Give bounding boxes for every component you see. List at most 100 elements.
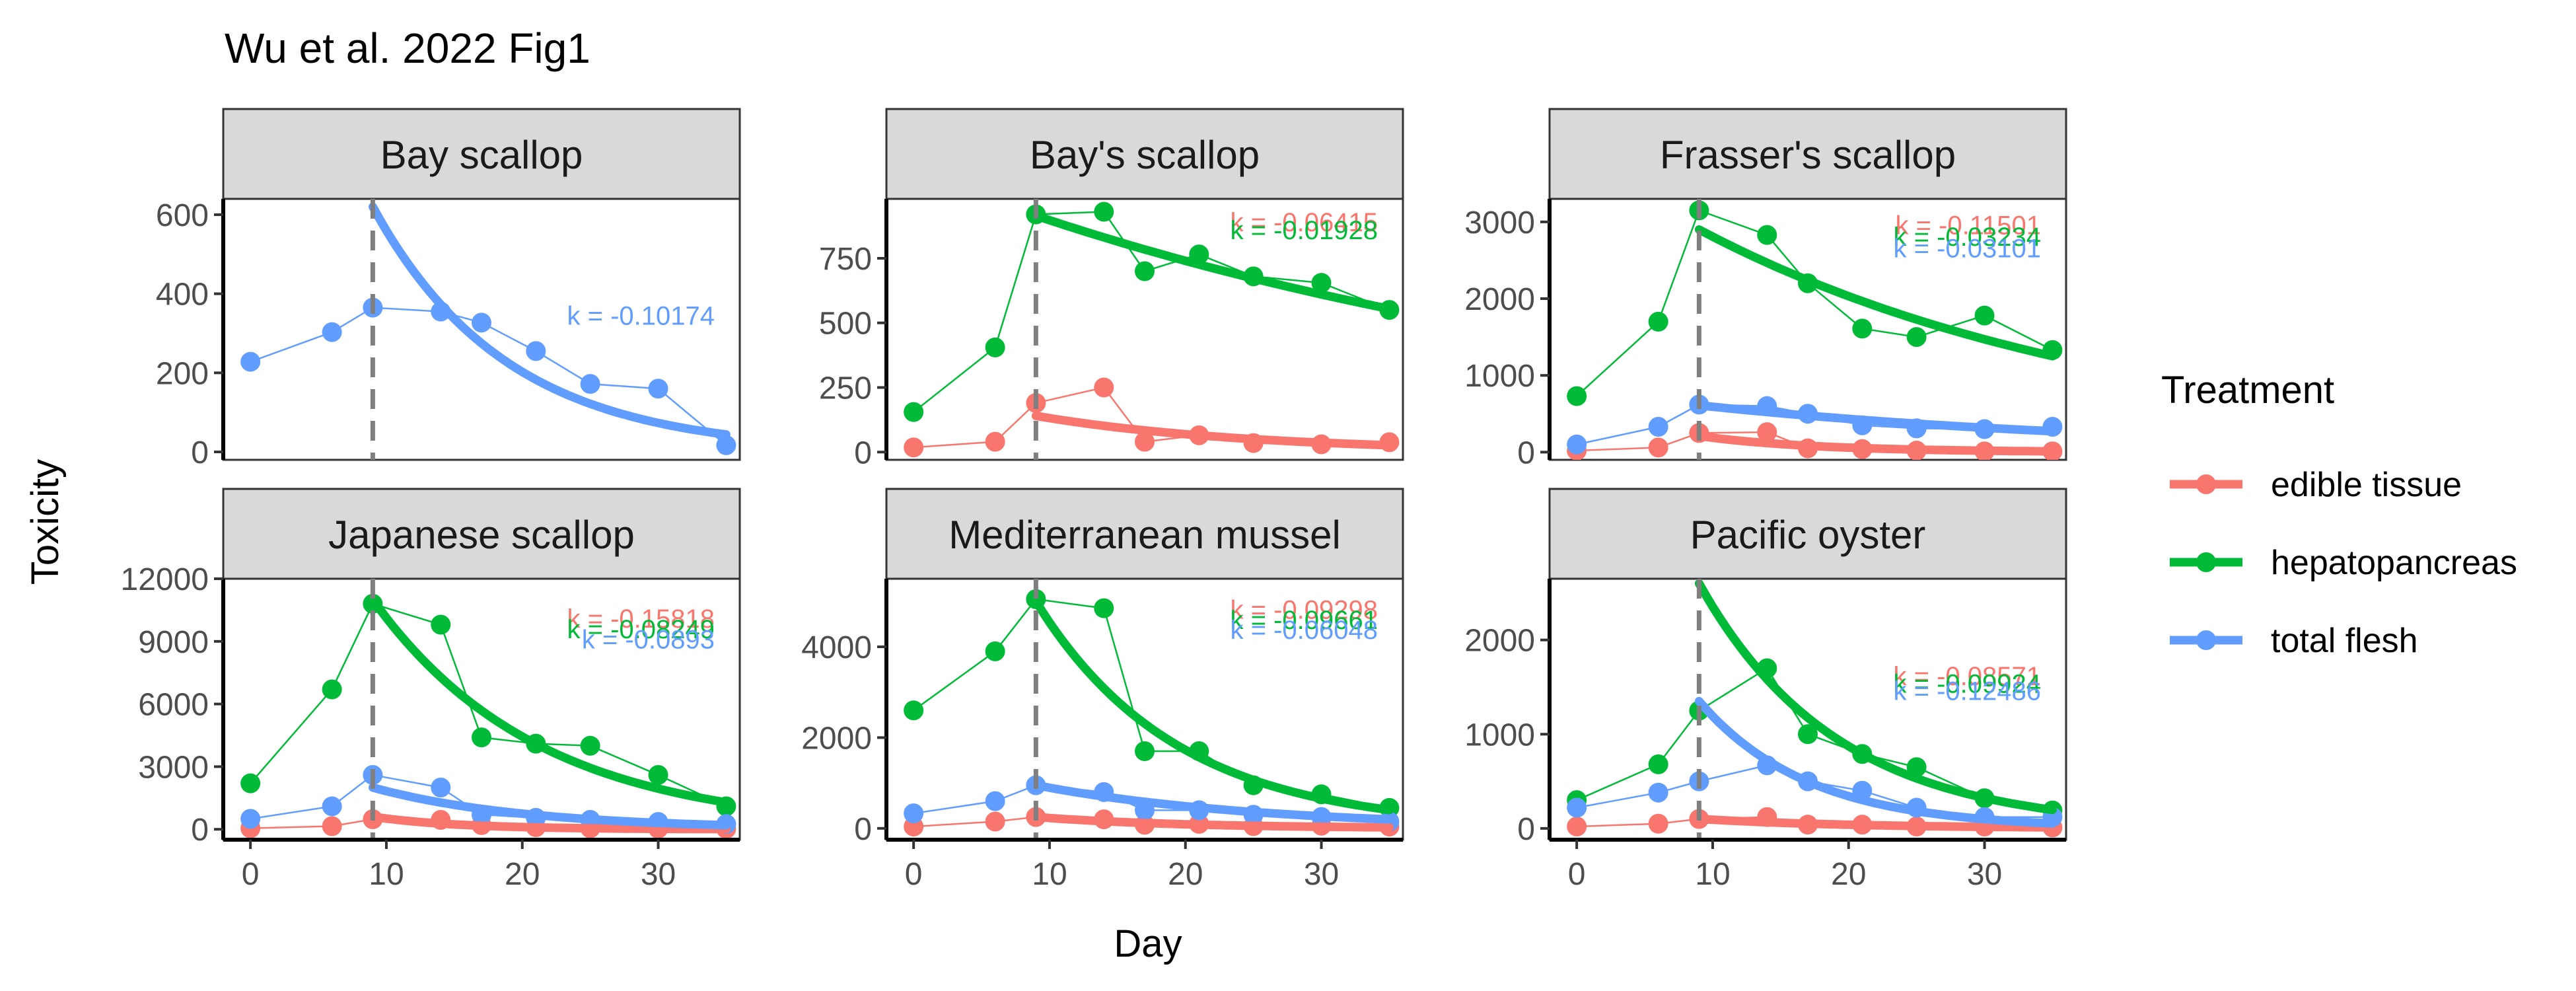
y-tick-label-japanese-scallop: 0 (191, 813, 209, 848)
x-axis-label: Day (1114, 922, 1182, 965)
x-tick-label-japanese-scallop: 30 (641, 857, 676, 892)
point-hepato-frasser-s-scallop (1974, 305, 1995, 326)
x-tick-label-pacific-oyster: 30 (1967, 857, 2002, 892)
point-total-bay-scallop (322, 322, 342, 342)
point-total-bay-scallop (526, 341, 546, 361)
fit-curve-edible-bay-s-scallop (1031, 412, 1394, 450)
k-annotation-total-frasser-s-scallop: k = -0.03101 (1894, 234, 2042, 263)
point-edible-pacific-oyster (1567, 817, 1587, 837)
strip-bay-s-scallop (885, 108, 1404, 200)
panel-bay-scallop: Bay scallop 0 200 400 600 k = -0.10174 (156, 108, 741, 470)
fit-curve-hepato-bay-s-scallop (1031, 211, 1394, 313)
y-tick-label-bay-scallop: 600 (156, 198, 209, 233)
point-hepato-japanese-scallop (431, 614, 451, 635)
k-annotation-edible-japanese-scallop: k = -0.15818 (567, 605, 715, 634)
point-hepato-japanese-scallop (240, 773, 261, 793)
panel-mediterranean-mussel: Mediterranean mussel 0 2000 4000 0 10 20 30 k = … (801, 488, 1404, 892)
k-annotation-hepato-pacific-oyster: k = -0.09924 (1894, 669, 2042, 698)
point-total-mediterranean-mussel (904, 803, 924, 824)
point-total-mediterranean-mussel (985, 791, 1005, 811)
point-total-bay-scallop (240, 351, 261, 372)
k-annotation-hepato-bay-s-scallop: k = -0.01928 (1231, 216, 1378, 245)
point-hepato-frasser-s-scallop (1757, 225, 1777, 245)
y-tick-label-japanese-scallop: 3000 (138, 750, 209, 785)
k-annotation-total-mediterranean-mussel: k = -0.06048 (1231, 616, 1378, 645)
panel-pacific-oyster: Pacific oyster 0 1000 2000 0 10 20 30 k = -0.085… (1464, 488, 2067, 892)
x-tick-label-mediterranean-mussel: 20 (1168, 857, 1203, 892)
y-tick-label-bay-scallop: 200 (156, 356, 209, 391)
point-total-pacific-oyster (1648, 782, 1668, 803)
point-total-japanese-scallop (431, 778, 451, 797)
fit-curve-total-mediterranean-mussel (1031, 781, 1394, 824)
point-total-japanese-scallop (240, 809, 261, 829)
strip-pacific-oyster (1548, 488, 2067, 580)
y-tick-label-japanese-scallop: 6000 (138, 688, 209, 723)
y-tick-label-bay-s-scallop: 250 (819, 371, 872, 406)
x-tick-label-pacific-oyster: 20 (1831, 857, 1866, 892)
strip-mediterranean-mussel (885, 488, 1404, 580)
y-tick-label-frasser-s-scallop: 2000 (1464, 282, 1535, 317)
point-edible-bay-s-scallop (985, 431, 1005, 452)
point-total-frasser-s-scallop (1567, 434, 1587, 455)
y-tick-label-bay-s-scallop: 500 (819, 307, 872, 342)
legend-swatch-point-edible (2196, 474, 2216, 494)
k-annotation-edible-pacific-oyster: k = -0.08571 (1894, 662, 2042, 691)
point-edible-frasser-s-scallop (1757, 422, 1777, 443)
k-annotation-hepato-frasser-s-scallop: k = -0.03234 (1894, 223, 2042, 252)
point-hepato-pacific-oyster (1798, 724, 1818, 745)
point-total-pacific-oyster (1567, 797, 1587, 818)
point-hepato-japanese-scallop (580, 735, 600, 756)
x-tick-label-japanese-scallop: 20 (505, 857, 540, 892)
k-annotation-total-bay-scallop: k = -0.10174 (567, 302, 715, 331)
k-annotation-hepato-japanese-scallop: k = -0.08249 (567, 615, 715, 644)
point-hepato-frasser-s-scallop (1648, 311, 1668, 332)
y-tick-label-bay-s-scallop: 0 (854, 435, 872, 470)
x-tick-label-japanese-scallop: 10 (369, 857, 404, 892)
point-hepato-mediterranean-mussel (985, 641, 1005, 661)
y-tick-label-frasser-s-scallop: 3000 (1464, 205, 1535, 240)
point-hepato-frasser-s-scallop (1567, 386, 1587, 406)
plot-mediterranean-mussel (904, 579, 1400, 840)
point-edible-japanese-scallop (322, 816, 342, 836)
fit-curve-hepato-pacific-oyster (1694, 579, 2057, 815)
strip-frasser-s-scallop (1548, 108, 2067, 200)
point-total-bay-scallop (580, 374, 600, 394)
y-tick-label-bay-scallop: 400 (156, 277, 209, 312)
y-tick-label-pacific-oyster: 1000 (1464, 717, 1535, 752)
point-hepato-bay-s-scallop (1135, 261, 1155, 281)
fit-curve-hepato-japanese-scallop (368, 595, 731, 807)
x-tick-label-mediterranean-mussel: 30 (1304, 857, 1339, 892)
x-tick-label-mediterranean-mussel: 0 (905, 857, 923, 892)
point-hepato-mediterranean-mussel (904, 700, 924, 721)
fit-curve-total-japanese-scallop (368, 783, 731, 830)
legend-swatch-point-hepato (2196, 552, 2216, 572)
figure-title: Wu et al. 2022 Fig1 (225, 24, 590, 72)
plot-japanese-scallop (240, 579, 736, 840)
fit-curve-total-pacific-oyster (1694, 696, 2057, 828)
k-annotation-edible-frasser-s-scallop: k = -0.11501 (1895, 211, 2041, 240)
k-annotation-hepato-mediterranean-mussel: k = -0.09661 (1231, 606, 1378, 635)
point-hepato-bay-s-scallop (1311, 273, 1332, 293)
point-edible-mediterranean-mussel (985, 811, 1005, 832)
fit-curve-hepato-mediterranean-mussel (1031, 597, 1394, 815)
legend: Treatment edible tissue hepatopancreas tot… (2161, 369, 2517, 660)
k-annotation-total-pacific-oyster: k = -0.12486 (1894, 677, 2042, 706)
x-tick-label-japanese-scallop: 0 (242, 857, 260, 892)
point-hepato-japanese-scallop (472, 727, 491, 748)
k-annotation-edible-bay-s-scallop: k = -0.06415 (1231, 208, 1378, 237)
plot-pacific-oyster (1567, 579, 2063, 840)
y-tick-label-frasser-s-scallop: 0 (1517, 435, 1535, 470)
y-tick-label-bay-s-scallop: 750 (819, 242, 872, 277)
point-hepato-japanese-scallop (322, 679, 342, 700)
strip-label-pacific-oyster: Pacific oyster (1690, 513, 1926, 557)
plot-frasser-s-scallop (1567, 199, 2063, 460)
y-tick-label-mediterranean-mussel: 2000 (801, 721, 872, 756)
x-tick-label-pacific-oyster: 10 (1695, 857, 1730, 892)
point-hepato-frasser-s-scallop (1852, 318, 1873, 339)
point-hepato-mediterranean-mussel (1135, 741, 1155, 762)
fit-curve-hepato-frasser-s-scallop (1694, 225, 2057, 361)
panel-frasser-s-scallop: Frasser's scallop 0 1000 2000 3000 k = -0.115… (1464, 108, 2067, 470)
fit-curve-edible-frasser-s-scallop (1694, 431, 2057, 456)
strip-label-bay-s-scallop: Bay's scallop (1030, 133, 1260, 177)
